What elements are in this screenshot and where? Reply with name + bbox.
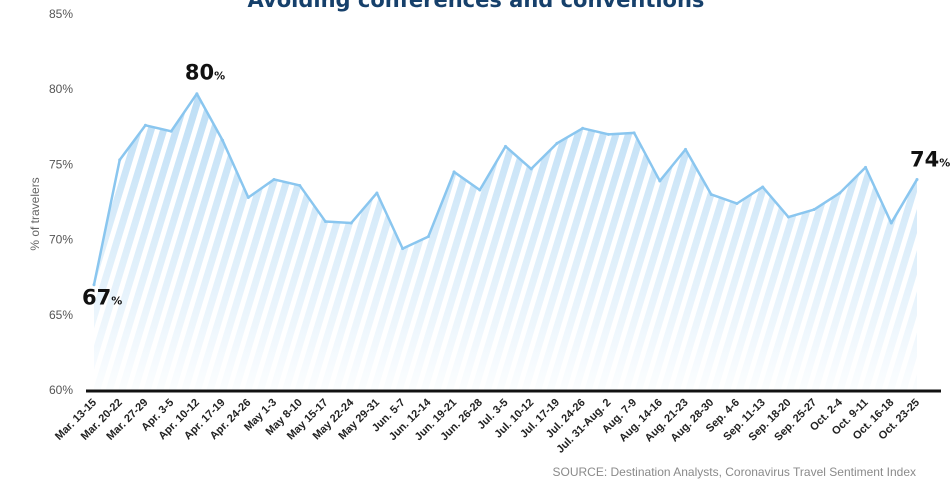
data-point [195, 92, 199, 96]
y-tick-label: 75% [49, 157, 73, 171]
data-point [864, 165, 868, 169]
y-tick-label: 85% [49, 7, 73, 21]
data-label: 80% [185, 61, 225, 85]
data-point [684, 147, 688, 151]
data-point [298, 183, 302, 187]
y-tick-label: 65% [49, 308, 73, 322]
data-point [735, 202, 739, 205]
y-tick-label: 80% [49, 82, 73, 96]
data-point [889, 221, 893, 225]
data-point [761, 185, 765, 189]
data-point [452, 170, 456, 174]
source-note: SOURCE: Destination Analysts, Coronaviru… [552, 465, 917, 479]
data-point [118, 158, 122, 162]
data-point [915, 177, 919, 181]
data-point [426, 235, 430, 239]
data-label: 67% [82, 286, 122, 310]
data-point [658, 179, 662, 183]
data-point [812, 208, 816, 212]
data-label: 74% [910, 147, 950, 171]
y-axis-label: % of travelers [28, 177, 42, 250]
data-point [92, 283, 96, 287]
data-point [143, 123, 147, 127]
data-point [246, 195, 250, 199]
data-point [838, 191, 842, 195]
data-point [272, 177, 276, 181]
data-point [709, 192, 713, 196]
data-point [169, 129, 173, 133]
data-point [375, 191, 379, 195]
data-point [504, 144, 507, 148]
y-tick-label: 60% [49, 383, 73, 397]
data-point [349, 221, 353, 225]
data-point [581, 126, 585, 130]
data-point [323, 220, 327, 224]
chart-title: Avoiding conferences and conventions [247, 0, 705, 12]
data-point [555, 141, 559, 145]
data-point [632, 131, 636, 135]
data-point [529, 167, 533, 171]
data-point [221, 138, 225, 142]
data-point [478, 188, 482, 192]
y-tick-label: 70% [49, 233, 73, 247]
data-point [401, 247, 405, 251]
data-point [606, 132, 610, 136]
data-point [786, 215, 790, 219]
